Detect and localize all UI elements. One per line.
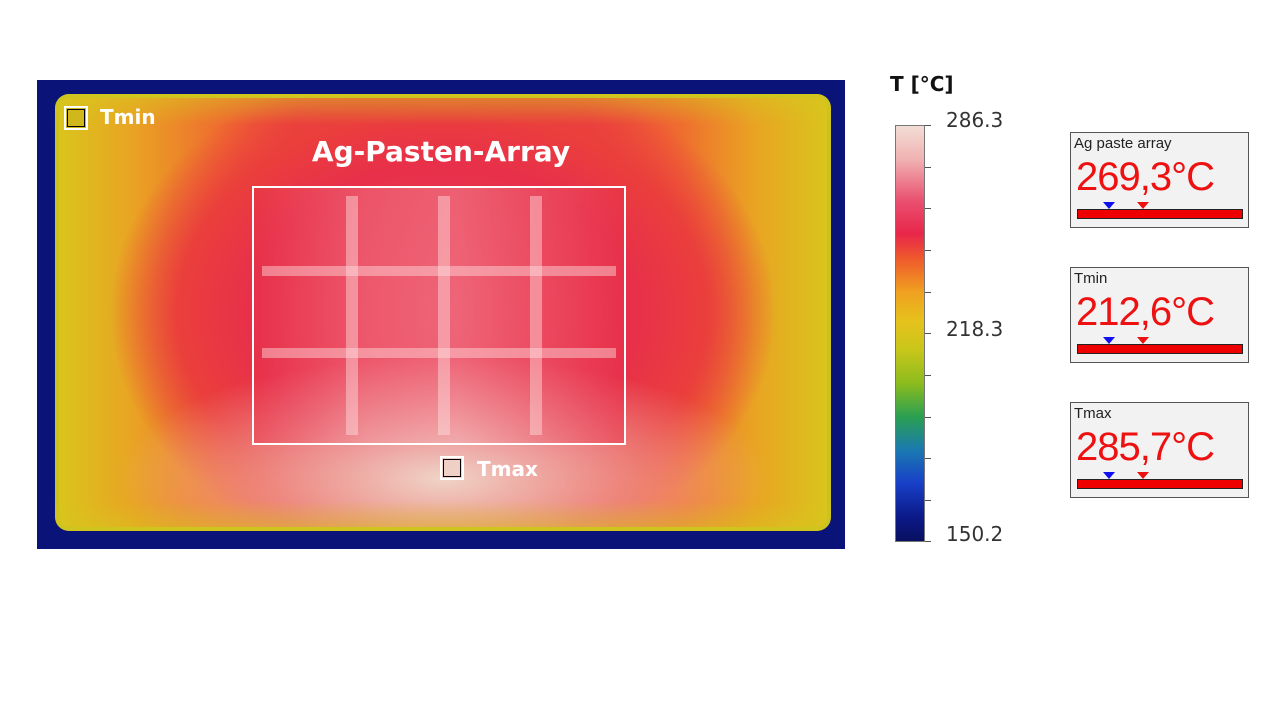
roi-array-label: Ag-Pasten-Array	[311, 135, 571, 168]
temperature-bar	[1077, 209, 1243, 219]
scale-min-value: 150.2	[946, 522, 1004, 546]
thermal-image[interactable]: Ag-Pasten-Array Tmin Tmax	[37, 80, 845, 549]
tmin-spot-box[interactable]	[64, 106, 88, 130]
paste-grid-line	[438, 196, 450, 435]
scale-tick	[925, 292, 931, 293]
temperature-bar	[1077, 344, 1243, 354]
panel-title: Tmax	[1074, 405, 1112, 422]
readout-panel-tmin[interactable]: Tmin 212,6°C	[1070, 267, 1249, 363]
paste-grid-line	[262, 266, 616, 276]
max-marker-icon	[1137, 202, 1149, 209]
paste-grid-line	[262, 348, 616, 358]
tmax-spot-label: Tmax	[477, 457, 538, 481]
min-marker-icon	[1103, 202, 1115, 209]
panel-temperature-value: 285,7°C	[1076, 425, 1215, 469]
min-marker-icon	[1103, 472, 1115, 479]
min-marker-icon	[1103, 337, 1115, 344]
scale-tick	[925, 500, 931, 501]
max-marker-icon	[1137, 472, 1149, 479]
scale-tick	[925, 375, 931, 376]
scale-mid-value: 218.3	[946, 317, 1004, 341]
heated-plate	[55, 94, 831, 531]
temperature-bar	[1077, 479, 1243, 489]
max-marker-icon	[1137, 337, 1149, 344]
panel-temperature-value: 212,6°C	[1076, 290, 1215, 334]
panel-title: Ag paste array	[1074, 135, 1172, 152]
scale-tick	[925, 125, 931, 126]
readout-panel-ag-paste-array[interactable]: Ag paste array 269,3°C	[1070, 132, 1249, 228]
color-scale-bar	[895, 125, 925, 542]
panel-title: Tmin	[1074, 270, 1108, 287]
scale-tick	[925, 208, 931, 209]
scale-title: T [°C]	[890, 72, 954, 96]
scale-tick	[925, 167, 931, 168]
paste-grid-line	[346, 196, 358, 435]
scale-tick	[925, 250, 931, 251]
paste-grid-line	[530, 196, 542, 435]
scale-tick	[925, 333, 931, 334]
panel-temperature-value: 269,3°C	[1076, 155, 1215, 199]
scale-tick	[925, 541, 931, 542]
tmin-spot-label: Tmin	[100, 105, 156, 129]
roi-ag-paste-array[interactable]	[252, 186, 626, 445]
scale-tick	[925, 458, 931, 459]
scale-max-value: 286.3	[946, 108, 1004, 132]
tmax-spot-box[interactable]	[440, 456, 464, 480]
readout-panel-tmax[interactable]: Tmax 285,7°C	[1070, 402, 1249, 498]
scale-tick	[925, 417, 931, 418]
